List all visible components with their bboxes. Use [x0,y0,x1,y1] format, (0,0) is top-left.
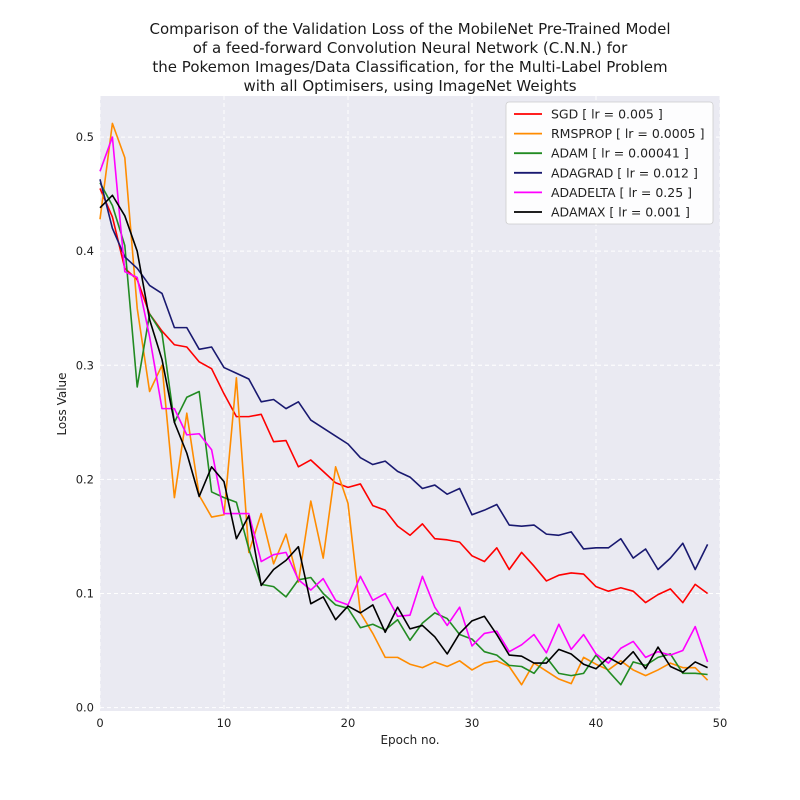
y-tick-label: 0.2 [76,472,94,486]
legend-items: SGD [ lr = 0.005 ] RMSPROP [ lr = 0.0005 … [514,107,704,220]
series-line-5 [99,136,709,664]
x-axis-ticks: 0 10 20 30 40 50 [96,716,727,730]
y-tick-label: 0.4 [76,244,94,258]
x-tick-label: 0 [96,716,103,730]
series-line-3 [99,182,708,686]
y-axis-ticks: 0.0 0.1 0.2 0.3 0.4 0.5 [76,130,94,715]
chart-title: Comparison of the Validation Loss of the… [149,20,670,95]
x-tick-label: 30 [465,716,480,730]
legend: SGD [ lr = 0.005 ] RMSPROP [ lr = 0.0005 … [505,101,714,225]
legend-label: ADAMAX [ lr = 0.001 ] [551,205,690,220]
x-tick-label: 10 [217,716,232,730]
legend-label: RMSPROP [ lr = 0.0005 ] [551,126,704,141]
x-tick-label: 50 [713,716,728,730]
legend-label: SGD [ lr = 0.005 ] [551,107,663,122]
title-line-2: of a feed-forward Convolution Neural Net… [193,39,628,57]
x-tick-label: 20 [341,716,356,730]
legend-label: ADADELTA [ lr = 0.25 ] [551,185,692,200]
legend-label: ADAGRAD [ lr = 0.012 ] [551,165,698,180]
x-tick-label: 40 [589,716,604,730]
y-tick-label: 0.1 [76,586,94,600]
series-line-1 [99,188,709,604]
series-line-6 [99,194,708,674]
legend-label: ADAM [ lr = 0.00041 ] [551,146,689,161]
x-axis-label: Epoch no. [380,733,439,747]
y-tick-label: 0.3 [76,358,94,372]
title-line-1: Comparison of the Validation Loss of the… [149,20,670,38]
series-lines [99,122,709,686]
title-line-3: the Pokemon Images/Data Classification, … [152,58,667,76]
y-axis-label: Loss Value [55,372,69,435]
title-line-4: with all Optimisers, using ImageNet Weig… [243,77,576,95]
legend-box [505,101,714,225]
y-tick-label: 0.0 [76,701,94,715]
series-line-4 [99,179,709,571]
y-tick-label: 0.5 [76,130,94,144]
